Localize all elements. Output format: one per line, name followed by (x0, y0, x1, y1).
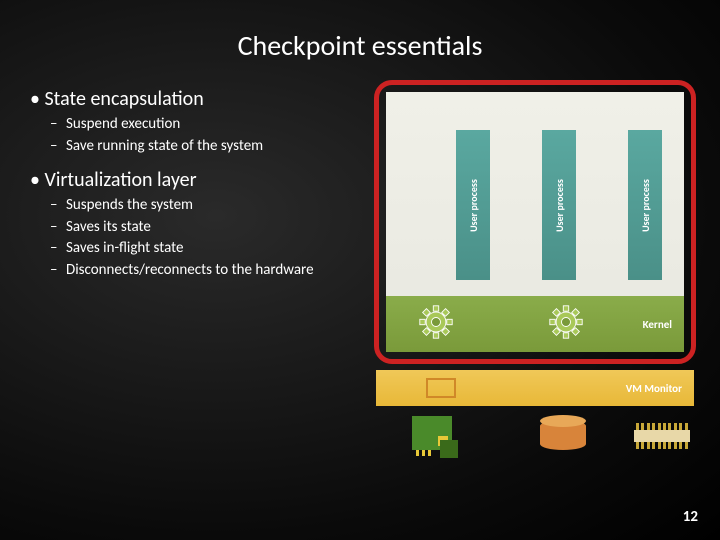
vm-monitor-inner-box (426, 378, 456, 398)
checkpoint-frame (374, 80, 696, 364)
title-text: Checkpoint essentials (238, 28, 483, 63)
bullet-sub-2c: Saves in-flight state (66, 239, 360, 259)
bullet-sub-1a: Suspend execution (66, 115, 360, 135)
bullet-main-2: Virtualization layer (30, 168, 360, 192)
bullet-column: State encapsulation Suspend execution Sa… (30, 81, 360, 282)
bullet-sub-2a: Suspends the system (66, 196, 360, 216)
disk-icon (540, 420, 586, 450)
bullet-sub-2b: Saves its state (66, 218, 360, 238)
cpu-chip-small-icon (440, 440, 458, 458)
page-number: 12 (683, 508, 698, 526)
ram-icon (634, 430, 690, 442)
vm-monitor-bar: VM Monitor (376, 370, 694, 406)
bullet-sub-1b: Save running state of the system (66, 137, 360, 157)
bullet-sub-2d: Disconnects/reconnects to the hardware (66, 261, 360, 281)
bullet-main-1: State encapsulation (30, 87, 360, 111)
slide-title: Checkpoint essentials (0, 0, 720, 71)
